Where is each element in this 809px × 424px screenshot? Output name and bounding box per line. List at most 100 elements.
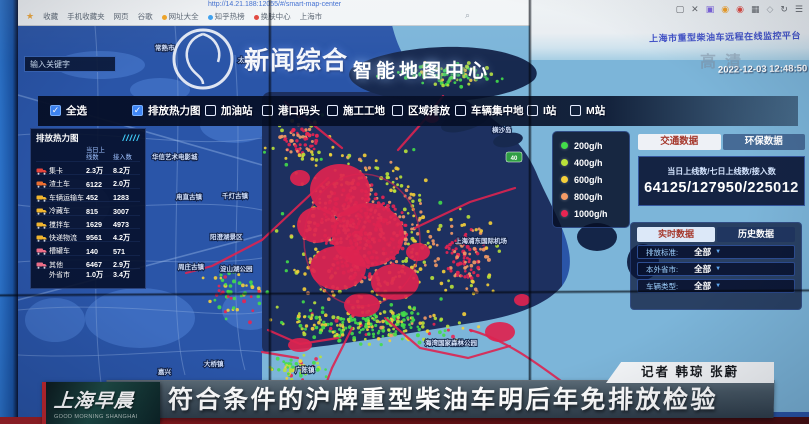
online-today-value: 6122	[86, 179, 102, 189]
layer-checkbox-全选[interactable]: ✓ 全选	[50, 103, 87, 118]
bookmark-item[interactable]: 谷歌	[137, 12, 153, 21]
map-place-label: 横沙岛	[492, 125, 512, 134]
layer-checkbox-加油站[interactable]: 加油站	[205, 103, 253, 118]
tab-env-data[interactable]: 环保数据	[722, 134, 805, 150]
tab-traffic-data[interactable]: 交通数据	[638, 134, 721, 150]
legend-item: 200g/h	[561, 137, 621, 154]
channel-logo: 新闻综合	[170, 26, 348, 92]
connected-value: 571	[113, 246, 125, 256]
bookmark-item[interactable]: 网页	[113, 12, 129, 21]
layer-label: M站	[586, 105, 606, 117]
legend-label: 1000g/h	[574, 208, 608, 219]
checkbox-unchecked-icon[interactable]	[392, 105, 403, 116]
legend-item: 1000g/h	[561, 205, 621, 222]
purple-app-icon[interactable]: ▣	[705, 4, 715, 14]
vehicle-type: 搅拌车	[49, 221, 70, 229]
checkbox-checked-icon[interactable]: ✓	[50, 105, 61, 116]
tab-history-data[interactable]: 历史数据	[717, 227, 795, 242]
history-icon[interactable]: ↻	[780, 4, 788, 14]
filter-dropdown[interactable]: 本外省市: 全部 ▼	[637, 262, 795, 276]
diamond-icon[interactable]: ◇	[766, 4, 774, 14]
filter-value: 全部	[694, 247, 712, 257]
filter-value: 全部	[694, 264, 712, 274]
screenshot-icon[interactable]: ▢	[675, 4, 685, 14]
bookmark-item[interactable]: 知乎热榜	[207, 12, 245, 21]
layer-label: I站	[543, 105, 557, 117]
checkbox-unchecked-icon[interactable]	[570, 105, 581, 116]
map-place-label: 阳澄湖景区	[210, 232, 243, 241]
layer-checkbox-排放热力图[interactable]: ✓ 排放热力图	[132, 103, 201, 118]
legend-label: 600g/h	[574, 174, 603, 185]
checkbox-checked-icon[interactable]: ✓	[132, 105, 143, 116]
checkbox-unchecked-icon[interactable]	[205, 105, 216, 116]
filter-dropdown[interactable]: 排放标准: 全部 ▼	[637, 245, 795, 259]
search-icon[interactable]: ⌕	[464, 10, 470, 20]
bookmark-item[interactable]: 换肤中心	[253, 12, 291, 21]
vehicle-type: 集卡	[49, 168, 63, 175]
map-search-input[interactable]: 输入关键字	[24, 56, 116, 72]
platform-title: 上海市重型柴油车远程在线监控平台	[648, 30, 802, 44]
online-today-value: 1.0万	[86, 270, 104, 280]
layer-checkbox-区域排放[interactable]: 区域排放	[392, 103, 450, 118]
map-place-label: 太仓市	[237, 55, 258, 64]
filter-label: 车辆类型:	[646, 281, 679, 291]
map-place-label: 淀山湖公园	[220, 264, 253, 273]
truck-icon	[36, 216, 49, 234]
map-place-label: 周庄古镇	[178, 262, 205, 271]
truck-icon	[36, 229, 49, 247]
realtime-data-panel: 实时数据 历史数据 排放标准: 全部 ▼ 本外省市: 全部 ▼ 车辆类型: 全部 ▼	[630, 222, 802, 310]
layer-checkbox-车辆集中地[interactable]: 车辆集中地	[455, 103, 524, 118]
emission-table-panel: 排放热力图 ///// 当日上线数 接入数 集卡 2.3万 8.2万 渣土车 6122 2…	[30, 128, 146, 289]
connected-value: 2.9万	[113, 259, 131, 269]
program-logo: 上海早晨 GOOD MORNING SHANGHAI	[42, 382, 160, 424]
extension-x-icon[interactable]: ✕	[691, 4, 699, 14]
vehicle-type: 外省市	[49, 272, 70, 280]
checkbox-unchecked-icon[interactable]	[262, 105, 273, 116]
col-connected: 接入数	[113, 153, 132, 161]
chevron-down-icon: ▼	[715, 249, 722, 255]
vehicle-type: 冷藏车	[49, 208, 70, 216]
emission-legend: 200g/h 400g/h 600g/h 800g/h 1000g/h	[552, 131, 630, 228]
table-row: 集卡 2.3万 8.2万	[36, 161, 140, 175]
favorites-star-icon[interactable]: ★	[26, 11, 35, 21]
shield-icon[interactable]: ◉	[721, 4, 730, 14]
layer-checkbox-施工工地[interactable]: 施工工地	[327, 103, 385, 118]
layer-checkbox-I站[interactable]: I站	[527, 103, 556, 118]
bookmark-item[interactable]: 上海市	[299, 12, 323, 21]
connected-value: 2.0万	[113, 179, 131, 189]
table-row: 外省市 1.0万 3.4万	[36, 268, 140, 281]
filter-value: 全部	[694, 281, 712, 291]
chevron-down-icon: ▼	[715, 283, 722, 289]
table-row: 渣土车 6122 2.0万	[36, 174, 140, 189]
truck-icon	[36, 256, 49, 274]
online-stats-caption: 当日上线数/七日上线数/接入数	[667, 167, 776, 176]
legend-dot-icon	[561, 176, 568, 183]
layer-label: 施工工地	[343, 105, 385, 117]
layer-checkbox-港口码头[interactable]: 港口码头	[262, 103, 320, 118]
legend-dot-icon	[561, 159, 568, 166]
connected-value: 8.2万	[113, 166, 131, 175]
menu-icon[interactable]: ☰	[794, 4, 803, 14]
apps-grid-icon[interactable]: ▦	[750, 4, 760, 14]
checkbox-unchecked-icon[interactable]	[527, 105, 538, 116]
online-stats-box: 当日上线数/七日上线数/接入数 64125/127950/225012	[638, 156, 805, 206]
filter-list: 排放标准: 全部 ▼ 本外省市: 全部 ▼ 车辆类型: 全部 ▼	[637, 245, 795, 293]
browser-url[interactable]: http://14.21.188:12055/#/smart-map-cente…	[208, 1, 342, 8]
legend-dot-icon	[561, 210, 568, 217]
tab-realtime-data[interactable]: 实时数据	[637, 227, 715, 242]
filter-label: 本外省市:	[646, 264, 679, 274]
panel-deco-slashes: /////	[122, 133, 140, 143]
traffic-data-panel: 交通数据 环保数据 当日上线数/七日上线数/接入数 64125/127950/2…	[638, 134, 805, 206]
checkbox-unchecked-icon[interactable]	[455, 105, 466, 116]
channel-logo-icon	[172, 28, 234, 90]
checkbox-unchecked-icon[interactable]	[327, 105, 338, 116]
bookmark-item[interactable]: 收藏	[43, 12, 59, 21]
layer-label: 港口码头	[278, 105, 320, 117]
vehicle-type: 槽罐车	[49, 248, 70, 256]
table-row: 快递物流 9561 4.2万	[36, 227, 140, 242]
vehicle-type: 快递物流	[49, 234, 77, 242]
red-app-icon[interactable]: ◉	[736, 4, 744, 14]
bookmark-item[interactable]: 网址大全	[161, 12, 199, 21]
bookmark-item[interactable]: 手机收藏夹	[67, 12, 105, 21]
layer-checkbox-M站[interactable]: M站	[570, 103, 605, 118]
